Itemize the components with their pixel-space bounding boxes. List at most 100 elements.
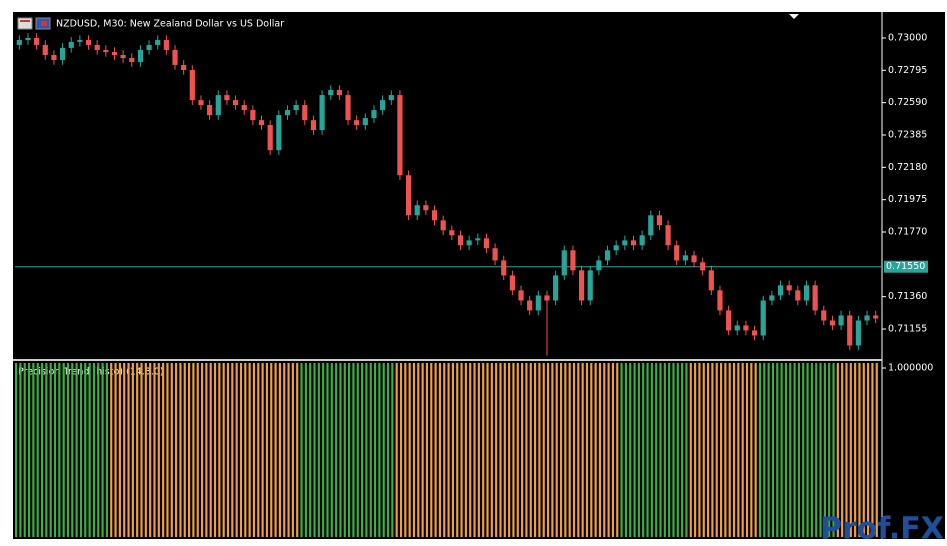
histogram-bar — [382, 363, 385, 537]
candle-body — [284, 110, 291, 116]
y-tick-label: 0.73000 — [888, 32, 927, 43]
histogram-bar — [711, 363, 714, 537]
histogram-bar — [222, 363, 225, 537]
histogram-bar — [598, 363, 602, 537]
candle-body — [656, 215, 663, 226]
y-tick-label: 0.72590 — [888, 97, 927, 108]
histogram-bar — [157, 363, 160, 537]
candle-body — [682, 255, 688, 261]
histogram-bar — [797, 363, 800, 537]
histogram-bar — [776, 363, 779, 537]
histogram-bar — [854, 363, 857, 537]
candle-body — [345, 95, 351, 121]
candle-body — [743, 325, 749, 331]
histogram-bar — [49, 363, 52, 537]
histogram-bar — [516, 363, 519, 537]
candle-body — [371, 110, 377, 119]
histogram-bar — [179, 363, 182, 537]
histogram-bar — [745, 363, 749, 537]
candle-body — [129, 58, 135, 62]
candle-body — [224, 95, 230, 101]
candle-body — [111, 52, 118, 56]
histogram-bar — [304, 363, 307, 537]
candle-body — [518, 290, 524, 301]
histogram-bar — [123, 363, 126, 537]
histogram-bar — [469, 363, 472, 537]
histogram-bar — [754, 363, 757, 537]
histogram-bar — [144, 363, 147, 537]
candle-body — [501, 260, 507, 276]
histogram-bar — [430, 363, 433, 537]
histogram-bar — [386, 363, 390, 537]
histogram-bar — [646, 363, 649, 537]
candle-body — [414, 205, 420, 216]
candle-body — [77, 40, 83, 42]
histogram-bar — [326, 363, 329, 537]
histogram-bar — [71, 363, 74, 537]
histogram-bar — [702, 363, 705, 537]
histogram-bar — [525, 363, 528, 537]
histogram-bar — [79, 363, 83, 537]
histogram-bar — [585, 363, 589, 537]
histogram-bar — [322, 363, 325, 537]
histogram-bar — [218, 363, 221, 537]
histogram-bar — [464, 363, 467, 537]
histogram-bar — [365, 363, 368, 537]
histogram-bar — [737, 363, 740, 537]
y-tick-label: 0.71155 — [888, 324, 927, 335]
histogram-bar — [559, 363, 563, 537]
candle-body — [16, 40, 22, 45]
histogram-bar — [832, 363, 835, 537]
histogram-bar — [763, 363, 766, 537]
candle-body — [457, 235, 464, 246]
histogram-bar — [689, 363, 692, 537]
candle-body — [380, 100, 386, 111]
candle-body — [42, 44, 48, 56]
candle-body — [587, 270, 593, 301]
histogram-bar — [802, 363, 805, 537]
candle-body — [561, 250, 567, 276]
candle-body — [613, 245, 619, 251]
candle-body — [812, 285, 818, 311]
candle-body — [449, 230, 455, 236]
histogram-bar — [771, 363, 775, 537]
histogram-bar — [603, 363, 606, 537]
histogram-bar — [283, 363, 286, 537]
candle-body — [604, 250, 611, 261]
candle-body — [760, 300, 766, 336]
histogram-bar — [655, 363, 658, 537]
histogram-bar — [568, 363, 571, 537]
candle-body — [68, 41, 74, 48]
shift-marker — [789, 14, 799, 19]
histogram-bar — [810, 363, 813, 537]
histogram-bar — [53, 363, 57, 537]
histogram-bar — [841, 363, 844, 537]
histogram-bar — [32, 363, 35, 537]
candle-body — [172, 49, 178, 65]
icon-stripe — [20, 20, 30, 22]
candle-body — [181, 64, 187, 71]
histogram-bar — [546, 363, 550, 537]
histogram-bar — [871, 363, 874, 537]
histogram-bar — [473, 363, 476, 537]
candle-body — [250, 110, 256, 121]
histogram-bar — [92, 363, 96, 537]
histogram-bar — [707, 363, 710, 537]
histogram-bar — [672, 363, 675, 537]
histogram-bar — [815, 363, 818, 537]
histogram-bar — [486, 363, 489, 537]
histogram-bar — [369, 363, 372, 537]
histogram-bar — [200, 363, 204, 537]
histogram-bar — [97, 363, 100, 537]
histogram-bar — [862, 363, 865, 537]
candle-body — [665, 225, 671, 246]
histogram-bar — [291, 363, 294, 537]
candle-body — [726, 310, 732, 331]
histogram-bar — [131, 363, 134, 537]
candle-body — [397, 95, 403, 176]
histogram-bar — [140, 363, 143, 537]
histogram-bar — [845, 363, 848, 537]
histogram-bar — [447, 363, 450, 537]
